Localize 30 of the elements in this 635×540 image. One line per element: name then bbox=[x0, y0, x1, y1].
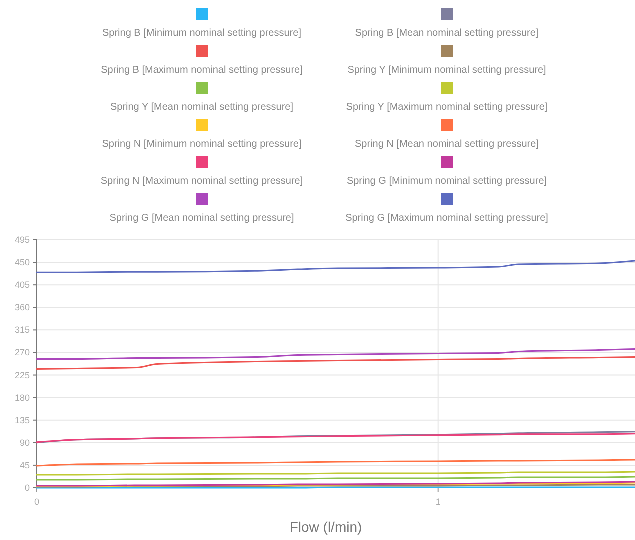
legend-label: Spring B [Mean nominal setting pressure] bbox=[355, 28, 539, 39]
y-tick-label: 450 bbox=[14, 258, 30, 268]
y-tick-label: 225 bbox=[14, 370, 30, 380]
y-tick-label: 135 bbox=[14, 415, 30, 426]
line-series bbox=[36, 459, 635, 467]
legend-label: Spring N [Mean nominal setting pressure] bbox=[355, 139, 540, 150]
legend-label: Spring G [Minimum nominal setting pressure] bbox=[346, 176, 548, 187]
y-tick-label: 180 bbox=[14, 392, 30, 403]
legend-label: Spring N [Maximum nominal setting pressure] bbox=[100, 176, 304, 187]
y-tick-label: 90 bbox=[20, 438, 30, 448]
legend-label: Spring N [Minimum nominal setting pressure] bbox=[102, 139, 302, 150]
x-axis-title: Flow (l/min) bbox=[290, 519, 362, 535]
y-tick-label: 45 bbox=[20, 460, 30, 470]
y-tick-label: 495 bbox=[14, 235, 30, 245]
line-series bbox=[36, 356, 635, 370]
line-series bbox=[36, 260, 635, 274]
legend-label: Spring G [Mean nominal setting pressure] bbox=[110, 213, 294, 224]
legend-label: Spring Y [Maximum nominal setting pressure] bbox=[346, 102, 548, 113]
legend-label: Spring G [Maximum nominal setting pressure] bbox=[346, 213, 549, 224]
legend-label: Spring B [Minimum nominal setting pressure] bbox=[102, 28, 302, 39]
y-tick-label: 405 bbox=[14, 280, 30, 290]
y-tick-label: 315 bbox=[14, 325, 30, 336]
x-tick-label: 1 bbox=[436, 497, 441, 507]
legend-label: Spring Y [Mean nominal setting pressure] bbox=[110, 102, 294, 113]
line-series bbox=[36, 348, 635, 360]
y-tick-label: 0 bbox=[24, 483, 30, 493]
legend-label: Spring B [Maximum nominal setting pressure] bbox=[101, 65, 304, 76]
y-tick-label: 360 bbox=[14, 302, 30, 313]
y-tick-label: 270 bbox=[14, 348, 30, 358]
legend-label: Spring Y [Minimum nominal setting pressure] bbox=[348, 65, 547, 76]
